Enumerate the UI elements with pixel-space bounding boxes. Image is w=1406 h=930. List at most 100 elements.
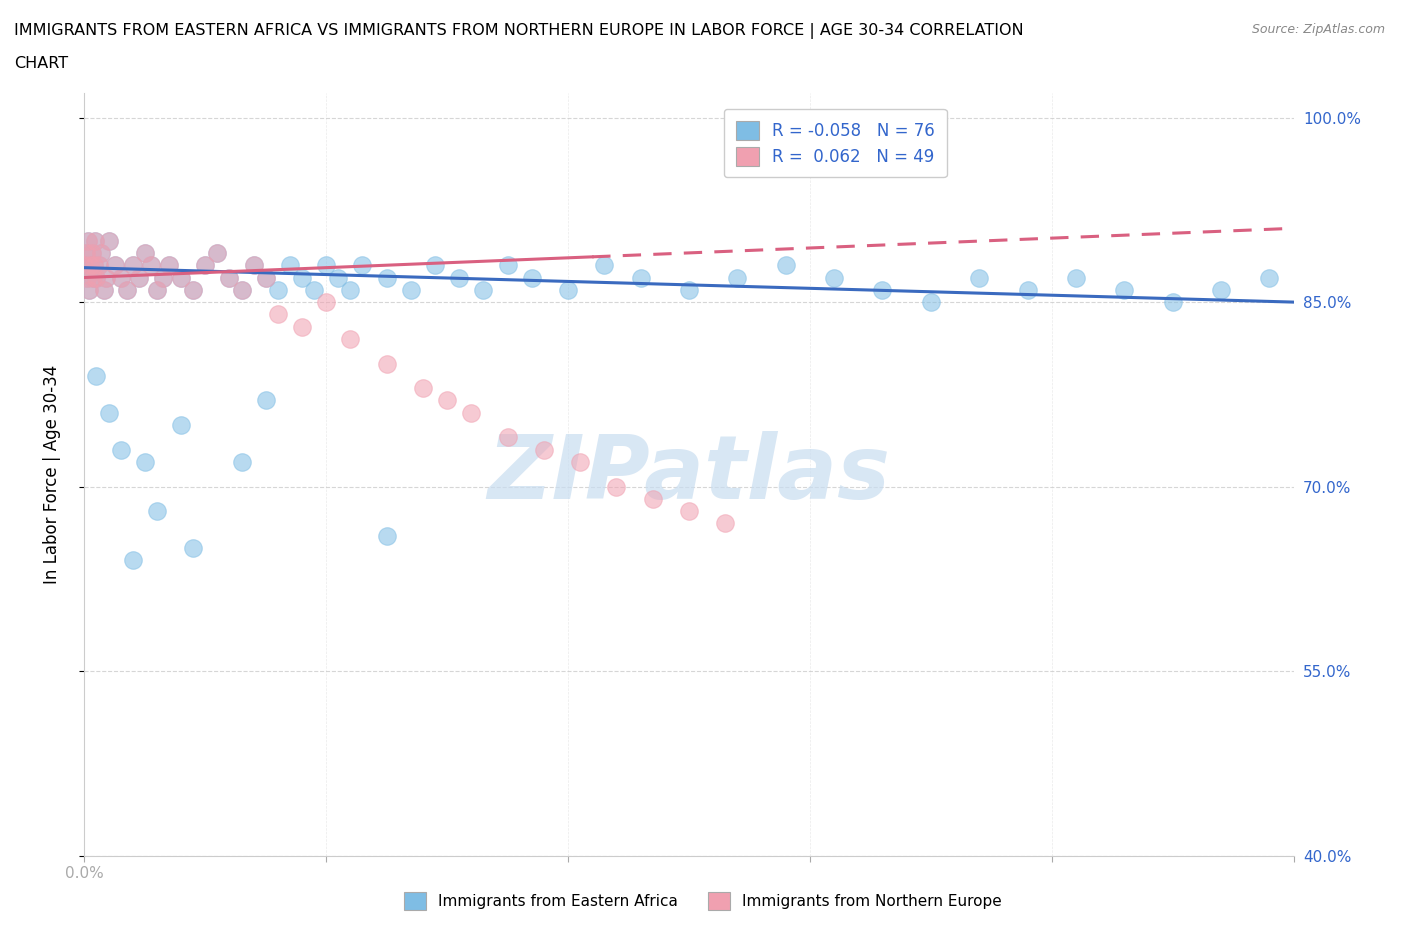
- Point: [423, 258, 446, 272]
- Point: [73, 258, 96, 272]
- Point: [920, 295, 942, 310]
- Legend: Immigrants from Eastern Africa, Immigrants from Northern Europe: Immigrants from Eastern Africa, Immigran…: [396, 884, 1010, 918]
- Point: [90, 246, 112, 260]
- Point: [823, 270, 845, 285]
- Legend: R = -0.058   N = 76, R =  0.062   N = 49: R = -0.058 N = 76, R = 0.062 N = 49: [724, 109, 946, 178]
- Point: [93, 283, 115, 298]
- Point: [1064, 270, 1087, 285]
- Point: [254, 393, 277, 408]
- Point: [449, 270, 471, 285]
- Point: [82, 270, 104, 285]
- Point: [79, 258, 101, 272]
- Point: [1209, 283, 1232, 298]
- Point: [775, 258, 797, 272]
- Point: [1017, 283, 1039, 298]
- Point: [630, 270, 652, 285]
- Point: [94, 270, 117, 285]
- Point: [231, 455, 253, 470]
- Point: [267, 283, 290, 298]
- Point: [83, 258, 105, 272]
- Point: [139, 258, 162, 272]
- Point: [254, 270, 277, 285]
- Point: [967, 270, 990, 285]
- Point: [115, 283, 138, 298]
- Point: [496, 258, 519, 272]
- Point: [170, 270, 193, 285]
- Point: [302, 283, 325, 298]
- Text: CHART: CHART: [14, 56, 67, 71]
- Point: [87, 258, 110, 272]
- Point: [86, 368, 108, 383]
- Point: [128, 270, 150, 285]
- Point: [104, 258, 127, 272]
- Point: [725, 270, 748, 285]
- Point: [110, 270, 132, 285]
- Point: [110, 270, 132, 285]
- Point: [115, 283, 138, 298]
- Point: [242, 258, 264, 272]
- Point: [121, 553, 143, 568]
- Point: [339, 283, 361, 298]
- Point: [375, 528, 398, 543]
- Point: [352, 258, 374, 272]
- Point: [557, 283, 579, 298]
- Point: [593, 258, 616, 272]
- Point: [73, 258, 96, 272]
- Point: [231, 283, 253, 298]
- Y-axis label: In Labor Force | Age 30-34: In Labor Force | Age 30-34: [42, 365, 60, 584]
- Point: [714, 516, 737, 531]
- Point: [872, 283, 894, 298]
- Point: [86, 270, 108, 285]
- Point: [641, 491, 664, 506]
- Point: [77, 283, 100, 298]
- Point: [76, 270, 98, 285]
- Point: [94, 270, 117, 285]
- Point: [157, 258, 180, 272]
- Point: [121, 258, 143, 272]
- Point: [1161, 295, 1184, 310]
- Point: [77, 233, 100, 248]
- Point: [472, 283, 495, 298]
- Point: [278, 258, 301, 272]
- Point: [181, 540, 204, 555]
- Point: [146, 283, 169, 298]
- Point: [267, 307, 290, 322]
- Point: [139, 258, 162, 272]
- Point: [678, 283, 700, 298]
- Text: ZIPatlas: ZIPatlas: [488, 431, 890, 518]
- Point: [194, 258, 217, 272]
- Point: [128, 270, 150, 285]
- Point: [375, 356, 398, 371]
- Point: [121, 258, 143, 272]
- Point: [84, 233, 107, 248]
- Point: [170, 270, 193, 285]
- Point: [157, 258, 180, 272]
- Point: [218, 270, 240, 285]
- Point: [80, 246, 103, 260]
- Point: [77, 283, 100, 298]
- Point: [82, 270, 104, 285]
- Point: [291, 319, 314, 334]
- Point: [339, 332, 361, 347]
- Point: [181, 283, 204, 298]
- Point: [76, 270, 98, 285]
- Point: [75, 246, 97, 260]
- Point: [218, 270, 240, 285]
- Point: [110, 443, 132, 458]
- Point: [80, 246, 103, 260]
- Point: [399, 283, 422, 298]
- Text: Source: ZipAtlas.com: Source: ZipAtlas.com: [1251, 23, 1385, 36]
- Point: [533, 443, 555, 458]
- Point: [207, 246, 229, 260]
- Point: [152, 270, 174, 285]
- Point: [146, 504, 169, 519]
- Point: [83, 258, 105, 272]
- Point: [412, 380, 434, 395]
- Point: [315, 258, 337, 272]
- Point: [104, 258, 127, 272]
- Point: [315, 295, 337, 310]
- Point: [97, 405, 120, 420]
- Point: [436, 393, 458, 408]
- Point: [231, 283, 253, 298]
- Point: [97, 233, 120, 248]
